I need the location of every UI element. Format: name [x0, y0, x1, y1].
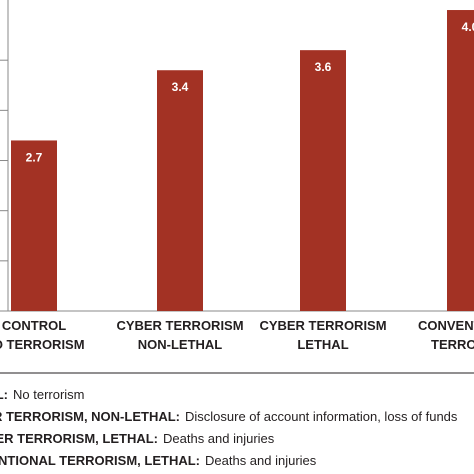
value-label: 4.0	[462, 20, 474, 34]
legend-term: CYBER TERRORISM, NON-LETHAL:	[0, 409, 180, 424]
legend-term: CYBER TERRORISM, LETHAL:	[0, 431, 158, 446]
legend-text: Deaths and injuries	[205, 453, 317, 468]
x-tick-label: CYBER TERRORISM	[116, 318, 243, 333]
legend-text: Deaths and injuries	[163, 431, 275, 446]
x-tick-label: CONVENTIONAL	[418, 318, 474, 333]
legend-text: Disclosure of account information, loss …	[185, 409, 458, 424]
value-label: 3.4	[172, 80, 189, 94]
x-tick-label: NON-LETHAL	[138, 337, 223, 352]
x-tick-label: TERRORISM	[431, 337, 474, 352]
bar	[11, 140, 57, 311]
x-tick-label: CYBER TERRORISM	[259, 318, 386, 333]
x-tick-label: CONTROL	[2, 318, 66, 333]
bar	[157, 70, 203, 312]
bar	[300, 50, 346, 312]
legend-term: CONTROL:	[0, 387, 8, 402]
value-label: 3.6	[315, 60, 332, 74]
bar	[447, 10, 474, 312]
legend-term: CONVENTIONAL TERRORISM, LETHAL:	[0, 453, 200, 468]
x-tick-label: LETHAL	[297, 337, 348, 352]
value-label: 2.7	[26, 150, 43, 164]
legend-text: No terrorism	[13, 387, 85, 402]
x-tick-label: NO TERRORISM	[0, 337, 85, 352]
